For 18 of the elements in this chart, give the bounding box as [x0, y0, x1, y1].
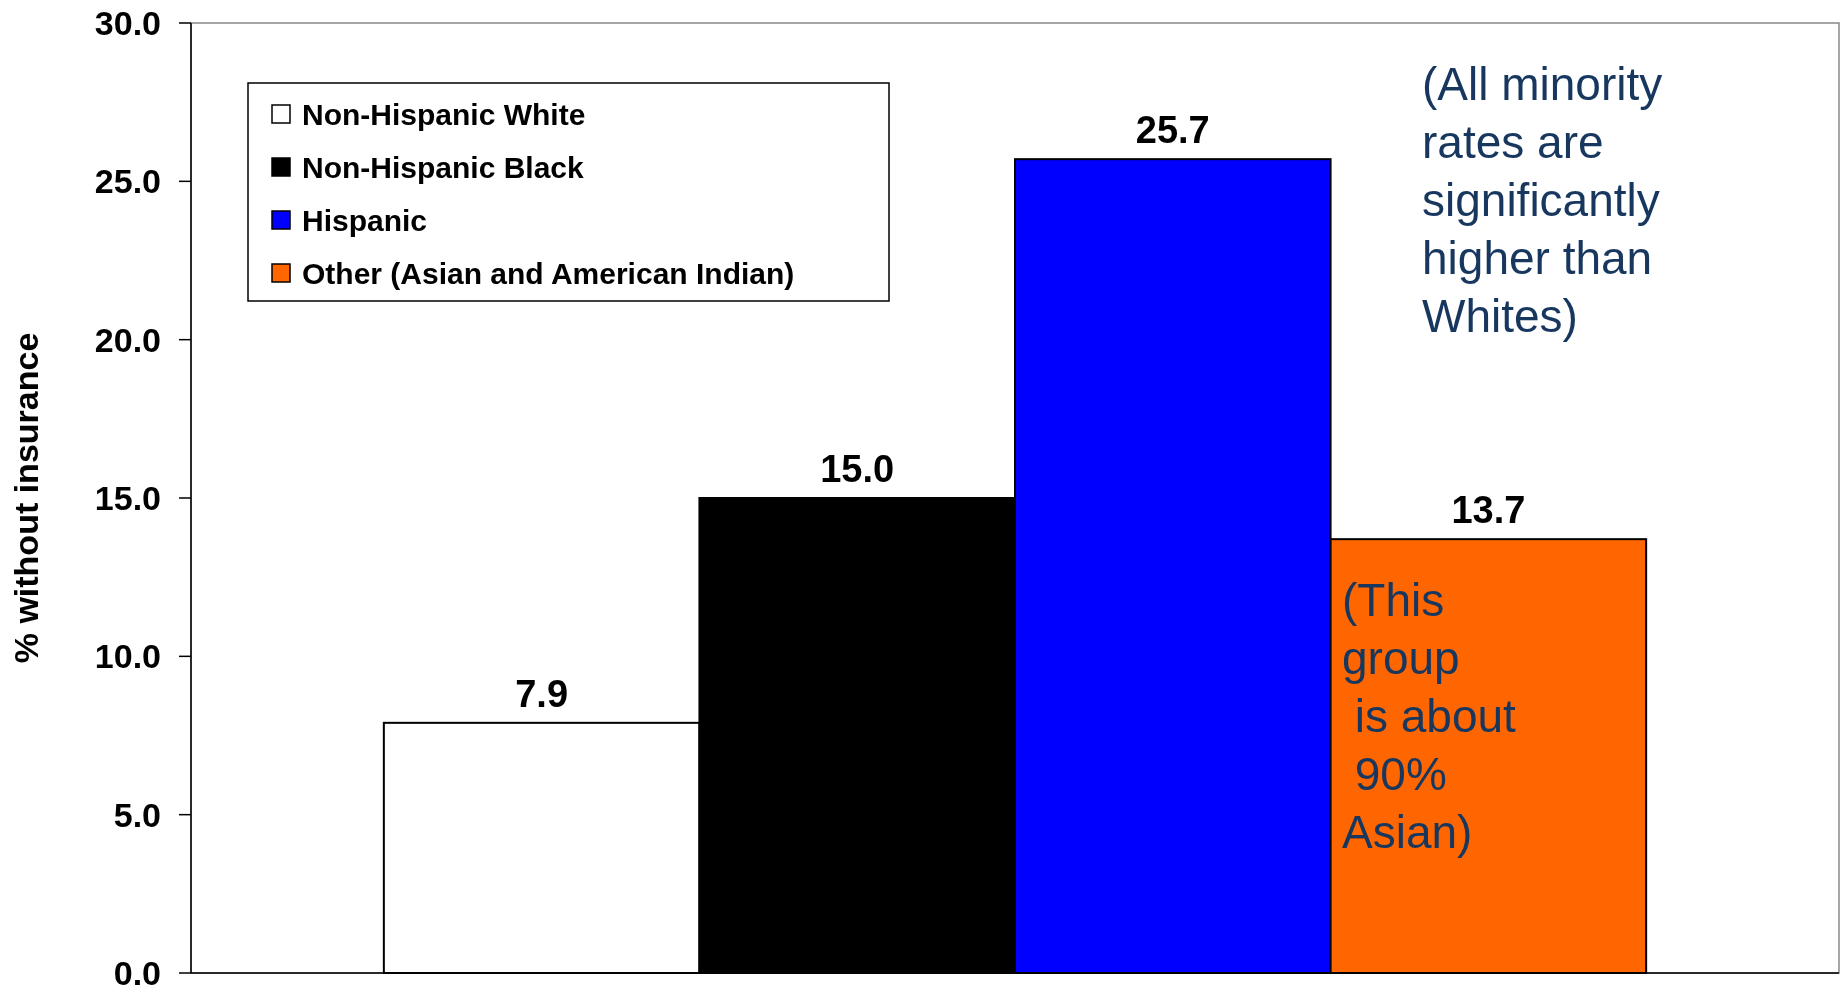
y-tick-label: 25.0 [94, 162, 161, 201]
y-tick-label: 30.0 [94, 3, 161, 42]
annotation: (All minority rates are significantly higher than Whites) [1422, 58, 1663, 342]
y-tick-label: 0.0 [113, 953, 161, 989]
data-label: 7.9 [515, 672, 569, 715]
legend-label: Other (Asian and American Indian) [302, 256, 795, 290]
legend-label: Non-Hispanic White [302, 97, 586, 131]
y-tick-label: 20.0 [94, 320, 161, 359]
legend-label: Hispanic [302, 203, 428, 237]
data-label: 13.7 [1451, 489, 1526, 532]
y-tick-label: 5.0 [113, 795, 161, 834]
legend-label: Non-Hispanic Black [302, 150, 585, 184]
y-tick-label: 10.0 [94, 637, 161, 676]
y-tick-label: 15.0 [94, 478, 161, 517]
annotation: (This group is about 90% Asian) [1342, 574, 1517, 858]
data-label: 15.0 [820, 448, 895, 490]
data-label: 25.7 [1135, 109, 1210, 152]
y-axis-title: % without insurance [7, 332, 45, 664]
